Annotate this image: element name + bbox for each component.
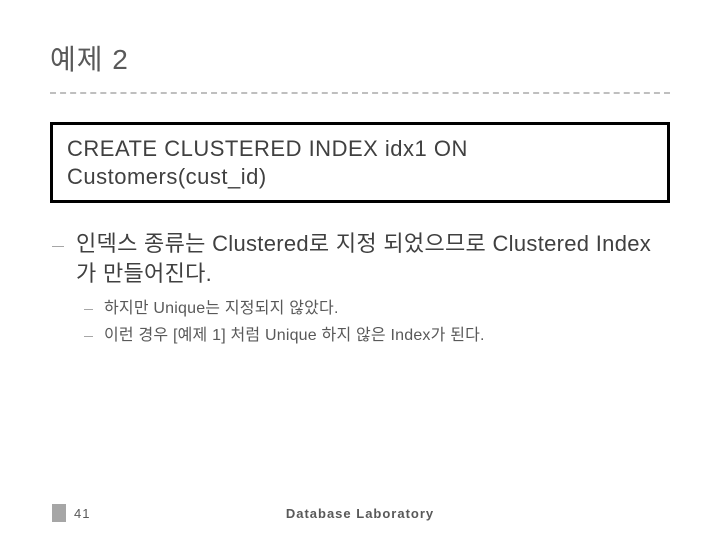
footer-label: Database Laboratory <box>286 506 434 521</box>
sub-bullet-item: ⎯⎯ 하지만 Unique는 지정되지 않았다. <box>84 298 670 320</box>
sub-bullet-text: 하지만 Unique는 지정되지 않았다. <box>104 298 339 320</box>
bullet-icon: ⎯⎯ <box>52 237 66 254</box>
slide-footer: 41 Database Laboratory <box>0 504 720 522</box>
page-number: 41 <box>74 506 90 521</box>
slide-title: 예제 2 <box>50 38 670 88</box>
code-box: CREATE CLUSTERED INDEX idx1 ON Customers… <box>50 122 670 203</box>
sub-bullet-item: ⎯⎯ 이런 경우 [예제 1] 처럼 Unique 하지 않은 Index가 된… <box>84 325 670 347</box>
page-block-icon <box>52 504 66 522</box>
sub-bullet-list: ⎯⎯ 하지만 Unique는 지정되지 않았다. ⎯⎯ 이런 경우 [예제 1]… <box>50 298 670 347</box>
bullet-icon: ⎯⎯ <box>84 331 96 342</box>
code-line-2: Customers(cust_id) <box>67 163 653 191</box>
page-marker: 41 <box>52 504 90 522</box>
title-underline <box>50 92 670 94</box>
main-bullet-text: 인덱스 종류는 Clustered로 지정 되었으므로 Clustered In… <box>76 229 670 288</box>
slide-container: 예제 2 CREATE CLUSTERED INDEX idx1 ON Cust… <box>0 0 720 540</box>
code-line-1: CREATE CLUSTERED INDEX idx1 ON <box>67 135 653 163</box>
main-bullet-item: ⎯⎯ 인덱스 종류는 Clustered로 지정 되었으므로 Clustered… <box>50 229 670 288</box>
bullet-icon: ⎯⎯ <box>84 304 96 315</box>
sub-bullet-text: 이런 경우 [예제 1] 처럼 Unique 하지 않은 Index가 된다. <box>104 325 485 347</box>
